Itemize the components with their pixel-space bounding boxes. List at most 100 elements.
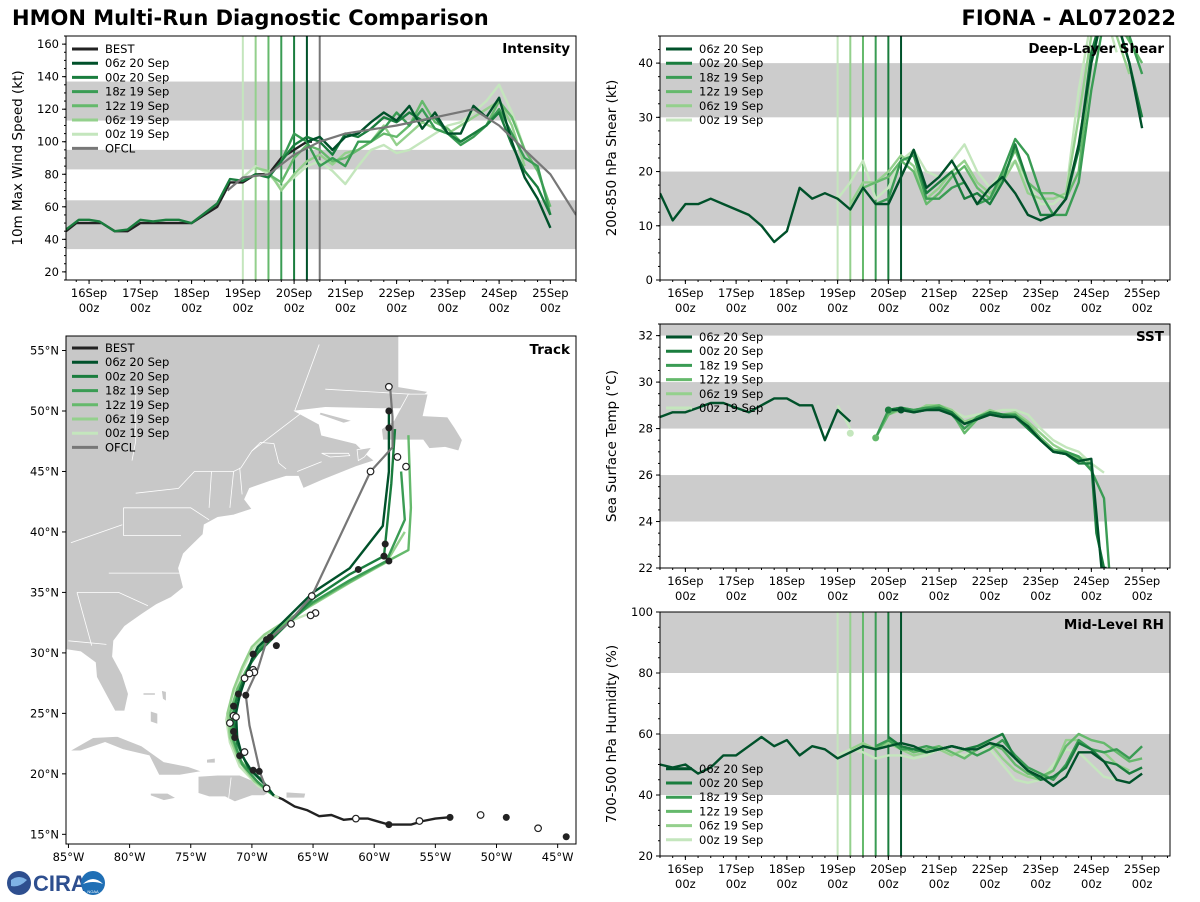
track-point-filled [385,424,393,432]
x-tick-label: 16Sep [71,286,107,300]
y-tick-label: 20 [638,165,653,179]
x-tick-label: 19Sep [819,574,855,588]
band [660,324,1170,336]
x-tick-label: 20Sep [276,286,312,300]
y-tick-label: 30 [638,375,653,389]
axes-frame [659,323,1171,569]
x-tick-label: 21Sep [921,862,957,876]
y-tick-label: 24 [638,515,653,529]
x-tick-label: 20Sep [870,286,906,300]
nova-scotia-cape-breton [356,446,373,462]
track-point-filled [234,690,242,698]
x-tick-label: 00z [726,301,747,315]
x-tick-label: 17Sep [718,286,754,300]
x-tick-label: 17Sep [718,574,754,588]
y-tick-label: 32 [638,329,653,343]
x-tick-label: 25Sep [1124,574,1160,588]
figure-title: HMON Multi-Run Diagnostic Comparison [12,6,489,30]
x-tick-label: 65°W [297,850,329,864]
series-00z-20-sep [66,111,552,233]
x-tick-label: 17Sep [718,862,754,876]
y-tick-label: 20 [638,849,653,863]
legend-label-00z-20-sep: 00z 20 Sep [699,344,763,358]
band [660,475,1170,522]
marker-12z-19-sep [872,434,880,442]
panel-title: SST [1136,329,1165,345]
political-border [70,524,123,544]
puerto-rico-island [285,791,307,799]
political-border [135,441,287,494]
x-tick-label: 00z [284,301,305,315]
y-tick-label: 40°N [30,525,59,539]
y-tick-label: 60 [638,727,653,741]
x-tick-label: 21Sep [921,574,957,588]
x-tick-label: 00z [777,877,798,891]
x-tick-label: 00z [929,877,950,891]
x-tick-label: 00z [929,301,950,315]
x-tick-label: 18Sep [769,862,805,876]
track-point-filled [255,767,263,775]
x-tick-label: 00z [675,589,696,603]
x-tick-label: 18Sep [769,574,805,588]
plot-area [660,36,1170,280]
panel-title: Track [530,342,571,358]
legend-label-00z-19-sep: 00z 19 Sep [699,833,763,847]
x-tick-label: 25Sep [1124,862,1160,876]
x-tick-label: 00z [232,301,253,315]
pei-island [321,452,351,458]
x-tick-label: 00z [540,301,561,315]
track-point-filled [381,540,389,548]
anticosti-island [318,411,354,424]
political-border [229,471,234,508]
track-ofcl [244,385,394,790]
legend-label-06z-19-sep: 06z 19 Sep [699,819,763,833]
best-track-point [385,821,393,829]
series-ofcl [226,108,576,216]
series-06z-20-sep [660,397,1107,568]
x-tick-label: 00z [777,589,798,603]
series-00z-20-sep [887,36,1144,217]
x-tick-label: 22Sep [972,574,1008,588]
x-tick-label: 00z [929,589,950,603]
panel-intensity: 2040608010012014016016Sep00z17Sep00z18Se… [10,35,577,315]
newfoundland-landmass [381,393,463,452]
track-18z-19-sep [231,471,406,797]
series-06z-19-sep [849,36,1131,205]
legend-label-00z-19-sep: 00z 19 Sep [105,426,169,440]
y-tick-label: 80 [44,167,59,181]
political-border [123,507,210,521]
track-point-filled [385,557,393,565]
legend-label-18z-19-sep: 18z 19 Sep [105,384,169,398]
cira-logo: CIRA NOAA [6,868,106,898]
y-tick-label: 0 [646,273,653,287]
x-tick-label: 20Sep [870,862,906,876]
panel-track: 85°W 80°W 75°W 70°W 65°W 60°W 55°W 50°W 45°W 15°N… [30,335,577,864]
y-tick-label: 40 [44,232,59,246]
track-06z-19-sep [226,531,406,797]
legend-label-ofcl: OFCL [105,141,136,155]
track-point-filled [380,552,388,560]
globe-land-icon [11,877,27,887]
x-tick-label: 00z [777,301,798,315]
series-06z-20-sep [660,36,1144,244]
x-tick-label: 00z [1081,589,1102,603]
panel-sst: 22242628303216Sep00z17Sep00z18Sep00z19Se… [604,323,1171,603]
legend-label-06z-19-sep: 06z 19 Sep [105,113,169,127]
political-border [297,461,322,472]
x-tick-label: 18Sep [173,286,209,300]
x-tick-label: 00z [726,877,747,891]
track-12z-19-sep [228,435,413,797]
noaa-logo-icon [81,871,105,895]
x-tick-label: 00z [827,877,848,891]
track-point-open [225,719,234,727]
panel-title: Intensity [502,41,570,57]
x-tick-label: 24Sep [1073,574,1109,588]
y-tick-label: 60 [44,200,59,214]
political-border [76,592,93,646]
logo-text: CIRA [33,871,87,896]
x-tick-label: 25Sep [532,286,568,300]
x-tick-label: 00z [878,589,899,603]
x-tick-label: 00z [980,301,1001,315]
